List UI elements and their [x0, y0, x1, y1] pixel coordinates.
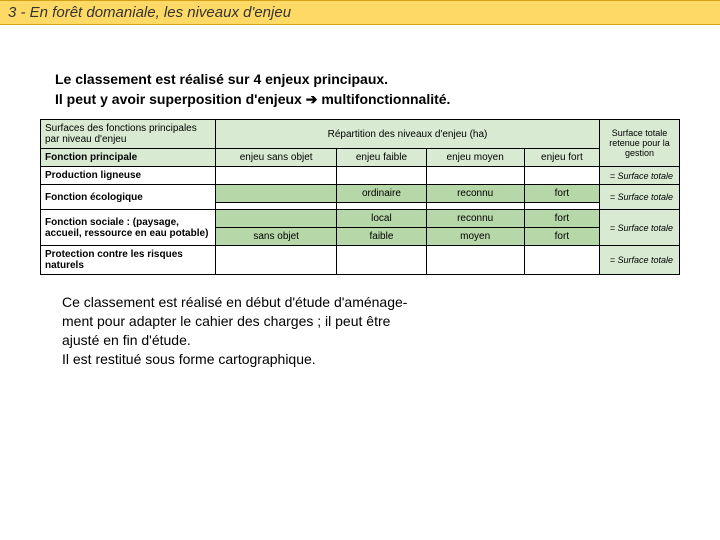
- cell: [216, 246, 337, 275]
- cell: fort: [524, 185, 599, 203]
- outro-block: Ce classement est réalisé en début d'étu…: [62, 293, 622, 369]
- table-header-row1: Surfaces des fonctions principales par n…: [41, 120, 680, 149]
- cell: [524, 246, 599, 275]
- title-text: 3 - En forêt domaniale, les niveaux d'en…: [8, 4, 291, 21]
- cell: [426, 203, 524, 210]
- col-fort: enjeu fort: [524, 149, 599, 167]
- cell: [337, 246, 426, 275]
- col-moyen: enjeu moyen: [426, 149, 524, 167]
- cell: [216, 185, 337, 203]
- col-sans-objet: enjeu sans objet: [216, 149, 337, 167]
- table-row: Fonction sociale : (paysage, accueil, re…: [41, 210, 680, 228]
- cell: [524, 167, 599, 185]
- cell: [524, 203, 599, 210]
- intro-line2: Il peut y avoir superposition d'enjeux ➔…: [55, 90, 720, 110]
- table-header-row2: Fonction principale enjeu sans objet enj…: [41, 149, 680, 167]
- intro-line2b: multifonctionnalité.: [317, 91, 450, 107]
- repartition-header: Répartition des niveaux d'enjeu (ha): [216, 120, 600, 149]
- cell: reconnu: [426, 185, 524, 203]
- row-label: Production ligneuse: [41, 167, 216, 185]
- cell: [216, 203, 337, 210]
- intro-block: Le classement est réalisé sur 4 enjeux p…: [55, 70, 720, 109]
- row-label: Protection contre les risques naturels: [41, 246, 216, 275]
- cell: [216, 167, 337, 185]
- table-row: Protection contre les risques naturels =…: [41, 246, 680, 275]
- row-total: = Surface totale: [600, 167, 680, 185]
- cell: [337, 203, 426, 210]
- intro-line2a: Il peut y avoir superposition d'enjeux: [55, 91, 306, 107]
- cell: sans objet: [216, 228, 337, 246]
- outro-p2: Il est restitué sous forme cartographiqu…: [62, 350, 622, 369]
- cell: local: [337, 210, 426, 228]
- col-faible: enjeu faible: [337, 149, 426, 167]
- cell: faible: [337, 228, 426, 246]
- arrow-icon: ➔: [306, 91, 318, 107]
- intro-line1: Le classement est réalisé sur 4 enjeux p…: [55, 70, 720, 90]
- surface-totale-header: Surface totale retenue pour la gestion: [600, 120, 680, 167]
- row-total: = Surface totale: [600, 185, 680, 210]
- title-bar: 3 - En forêt domaniale, les niveaux d'en…: [0, 0, 720, 25]
- cell: ordinaire: [337, 185, 426, 203]
- cell: fort: [524, 228, 599, 246]
- surfaces-header: Surfaces des fonctions principales par n…: [41, 120, 216, 149]
- cell: reconnu: [426, 210, 524, 228]
- cell: [216, 210, 337, 228]
- enjeu-table: Surfaces des fonctions principales par n…: [40, 119, 680, 275]
- row-label: Fonction écologique: [41, 185, 216, 210]
- row-total: = Surface totale: [600, 246, 680, 275]
- enjeu-table-container: Surfaces des fonctions principales par n…: [40, 119, 680, 275]
- table-row: Production ligneuse = Surface totale: [41, 167, 680, 185]
- outro-p1: Ce classement est réalisé en début d'étu…: [62, 293, 622, 350]
- cell: moyen: [426, 228, 524, 246]
- cell: [426, 246, 524, 275]
- row-label: Fonction sociale : (paysage, accueil, re…: [41, 210, 216, 246]
- cell: fort: [524, 210, 599, 228]
- row-total: = Surface totale: [600, 210, 680, 246]
- fonction-principale-label: Fonction principale: [41, 149, 216, 167]
- cell: [426, 167, 524, 185]
- table-row: Fonction écologique ordinaire reconnu fo…: [41, 185, 680, 203]
- cell: [337, 167, 426, 185]
